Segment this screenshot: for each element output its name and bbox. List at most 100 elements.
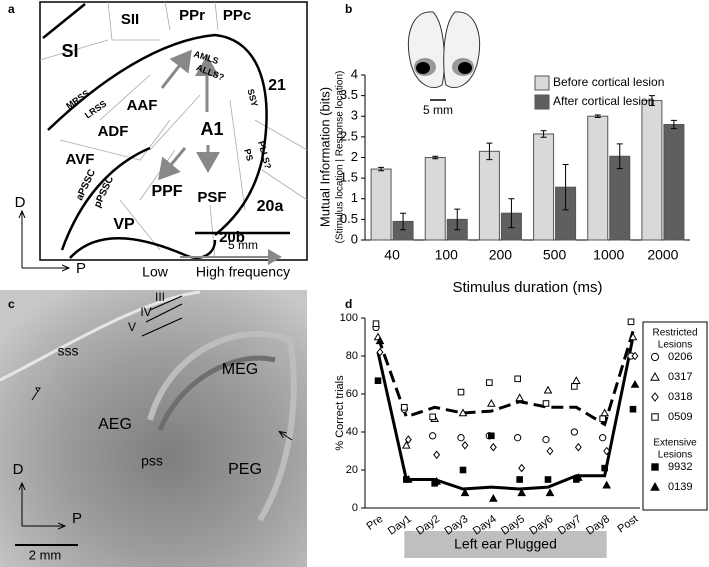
legend-title: Lesions <box>658 450 692 461</box>
data-point <box>514 434 522 442</box>
y-tick-label: 80 <box>346 350 358 362</box>
y-axis-sublabel: (Stimulus location | Response location) <box>335 71 346 244</box>
x-axis-label: Stimulus duration (ms) <box>452 279 602 296</box>
legend-label: 0139 <box>668 481 692 493</box>
region-borders <box>39 1 308 259</box>
panel-c: D P 2 mm <box>0 290 307 567</box>
legend-swatch <box>534 75 550 91</box>
x-tick-label: Post <box>615 513 640 535</box>
data-point <box>401 404 408 411</box>
axis-label: D <box>15 194 26 211</box>
data-point <box>601 464 608 472</box>
anatomy-label: AEG <box>98 416 132 433</box>
legend-marker <box>650 371 660 381</box>
error-bar <box>594 114 601 118</box>
legend-title: Extensive <box>653 438 697 449</box>
data-point <box>599 434 607 442</box>
legend-label: 0509 <box>668 411 692 423</box>
y-tick-label: 3.5 <box>340 87 358 102</box>
sulcus <box>47 33 268 236</box>
x-tick-label: Pre <box>364 513 385 533</box>
arrow <box>160 49 192 89</box>
axis-label: D <box>13 461 24 478</box>
data-point <box>546 446 554 456</box>
data-point <box>627 318 635 326</box>
data-point <box>489 442 497 452</box>
scale-label: 5 mm <box>228 238 258 252</box>
data-point <box>486 398 496 407</box>
data-point <box>375 336 385 345</box>
data-point <box>433 450 441 460</box>
sulcus <box>69 237 217 259</box>
data-point <box>629 405 637 413</box>
bar <box>533 133 555 241</box>
error-bar <box>432 155 439 160</box>
legend-label: After cortical lesion <box>553 94 654 108</box>
data-point <box>599 415 606 422</box>
data-point <box>602 480 612 489</box>
anatomy-label: sss <box>58 343 79 359</box>
error-bar <box>562 164 569 211</box>
error-bar <box>486 142 493 161</box>
y-tick-label: 1 <box>351 190 358 205</box>
region-label: VP <box>113 216 135 233</box>
y-tick-label: 1.5 <box>340 170 358 185</box>
y-tick-label: 0 <box>351 231 358 246</box>
annotation: Left ear Plugged <box>454 536 557 552</box>
anatomy-label: V <box>128 320 136 334</box>
legend-label: 0206 <box>668 351 692 363</box>
data-point <box>545 488 555 497</box>
panel-label: a <box>8 2 15 16</box>
data-point <box>571 383 578 390</box>
data-point <box>543 385 553 394</box>
legend-marker <box>651 463 659 471</box>
data-point <box>516 476 523 483</box>
data-point <box>573 473 583 481</box>
data-point <box>374 377 382 384</box>
data-point <box>461 440 469 450</box>
region-label: 21 <box>268 77 286 94</box>
error-bar <box>670 119 677 130</box>
data-point <box>460 488 470 497</box>
panel-label: b <box>345 2 352 16</box>
data-point <box>403 474 413 483</box>
legend-swatch <box>534 94 550 110</box>
arrow <box>158 147 187 181</box>
anatomy-label: pss <box>141 453 163 469</box>
data-point <box>404 435 412 444</box>
x-tick-label: 1000 <box>593 247 624 263</box>
x-tick-label: 40 <box>384 247 400 263</box>
data-point <box>514 375 521 383</box>
y-tick-label: 60 <box>346 388 358 400</box>
region-label: SI <box>61 41 78 61</box>
anatomy-label: PEG <box>228 461 262 478</box>
region-label: SSY <box>245 88 259 108</box>
anatomy-label: III <box>155 290 165 304</box>
error-bar <box>508 198 515 229</box>
data-point <box>631 351 639 361</box>
legend-label: 0317 <box>668 371 692 383</box>
y-tick-label: 2 <box>351 149 358 164</box>
region-label: A1 <box>200 119 223 139</box>
data-point <box>458 408 468 417</box>
annotation-band <box>404 531 607 558</box>
region-label: AVF <box>66 151 95 168</box>
gradient-label: Low <box>142 264 169 280</box>
error-bar <box>378 166 385 172</box>
data-point <box>515 393 525 402</box>
data-point <box>603 446 611 456</box>
data-point <box>401 440 411 449</box>
bar <box>370 168 392 241</box>
legend-label: 9932 <box>668 461 692 473</box>
legend-marker <box>650 481 660 491</box>
data-point <box>630 379 640 388</box>
data-point <box>574 442 582 452</box>
region-label: PPF <box>151 183 182 200</box>
x-tick-label: 2000 <box>647 247 678 263</box>
region-label: ADF <box>98 123 129 140</box>
bar <box>478 150 500 241</box>
legend-marker <box>650 352 660 362</box>
error-bar <box>454 208 461 231</box>
legend-title: Restricted <box>652 328 697 339</box>
error-bar <box>540 130 547 138</box>
